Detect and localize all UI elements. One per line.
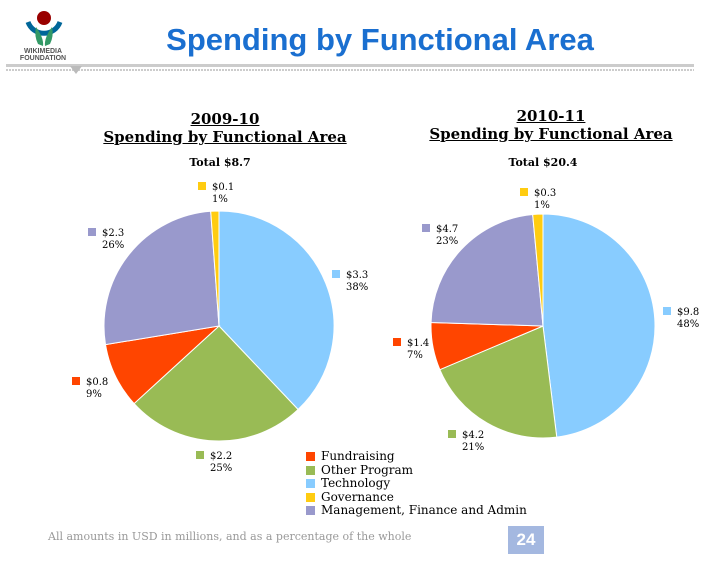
pct-label: 9% <box>86 389 102 400</box>
legend-item: Technology <box>306 476 527 491</box>
logo-text: WIKIMEDIA FOUNDATION <box>19 48 67 62</box>
pie-slice-management-finance-and-admin <box>103 210 220 346</box>
data-label: $4.2 21% <box>448 430 484 454</box>
label-swatch <box>422 224 430 232</box>
legend: Fundraising Other Program Technology Govern… <box>306 449 527 518</box>
data-label: $0.1 1% <box>198 182 234 206</box>
pie-slice-technology <box>542 213 656 438</box>
data-label: $0.3 1% <box>520 188 556 212</box>
chart1-total: Total $8.7 <box>189 156 251 169</box>
page-title: Spending by Functional Area <box>166 22 594 57</box>
label-swatch <box>520 188 528 196</box>
legend-item: Governance <box>306 489 527 505</box>
value-label: $9.8 <box>677 307 700 318</box>
legend-swatch <box>306 479 315 489</box>
data-label: $2.3 26% <box>88 228 124 252</box>
data-label: $3.3 38% <box>332 270 368 294</box>
pie-slice-governance <box>210 210 220 327</box>
label-swatch <box>448 430 456 438</box>
legend-item: Management, Finance and Admin <box>306 503 527 518</box>
value-label: $4.7 <box>436 224 459 235</box>
value-label: $4.2 <box>462 430 485 441</box>
legend-swatch <box>306 452 315 462</box>
chart2-title: 2010-11 Spending by Functional Area <box>429 107 673 143</box>
legend-label: Management, Finance and Admin <box>321 503 527 517</box>
data-label: $0.8 9% <box>72 377 108 401</box>
chart1-title: 2009-10 Spending by Functional Area <box>103 110 347 146</box>
data-label: $4.7 23% <box>422 224 458 248</box>
wikimedia-logo <box>25 11 63 46</box>
chart2-total: Total $20.4 <box>508 156 578 169</box>
label-swatch <box>198 182 206 190</box>
legend-swatch <box>306 465 315 475</box>
pct-label: 23% <box>436 236 459 247</box>
pct-label: 1% <box>534 200 550 211</box>
legend-swatch <box>306 506 315 516</box>
label-swatch <box>72 377 80 385</box>
page-number: 24 <box>508 526 544 554</box>
pct-label: 25% <box>210 463 233 474</box>
value-label: $3.3 <box>346 270 369 281</box>
legend-label: Governance <box>321 489 394 504</box>
value-label: $0.1 <box>212 182 235 193</box>
pct-label: 1% <box>212 194 228 205</box>
legend-swatch <box>306 492 315 502</box>
footer-note: All amounts in USD in millions, and as a… <box>48 530 412 543</box>
pie-slice-other-program <box>133 325 299 442</box>
value-label: $0.8 <box>86 377 109 388</box>
label-swatch <box>332 270 340 278</box>
header-rule <box>6 64 694 74</box>
legend-label: Technology <box>321 476 391 490</box>
data-label: $1.4 7% <box>393 338 429 362</box>
pie-slice-management-finance-and-admin <box>430 213 544 327</box>
legend-item: Fundraising <box>306 449 527 464</box>
value-label: $2.2 <box>210 451 233 462</box>
value-label: $2.3 <box>102 228 125 239</box>
pct-label: 21% <box>462 442 485 453</box>
label-swatch <box>393 338 401 346</box>
pct-label: 7% <box>407 350 423 361</box>
pct-label: 38% <box>346 282 369 293</box>
label-swatch <box>196 451 204 459</box>
pie-slice-technology <box>218 210 335 411</box>
data-label: $2.2 25% <box>196 451 232 475</box>
legend-label: Fundraising <box>321 449 395 463</box>
label-swatch <box>88 228 96 236</box>
pct-label: 48% <box>677 319 700 330</box>
label-swatch <box>663 307 671 315</box>
pie-slice-governance <box>532 213 544 327</box>
legend-label: Other Program <box>321 462 414 477</box>
pct-label: 26% <box>102 240 125 251</box>
value-label: $1.4 <box>407 338 430 349</box>
legend-item: Other Program <box>306 462 527 478</box>
pie-slice-other-program <box>439 325 558 439</box>
data-label: $9.8 48% <box>663 307 699 331</box>
value-label: $0.3 <box>534 188 557 199</box>
